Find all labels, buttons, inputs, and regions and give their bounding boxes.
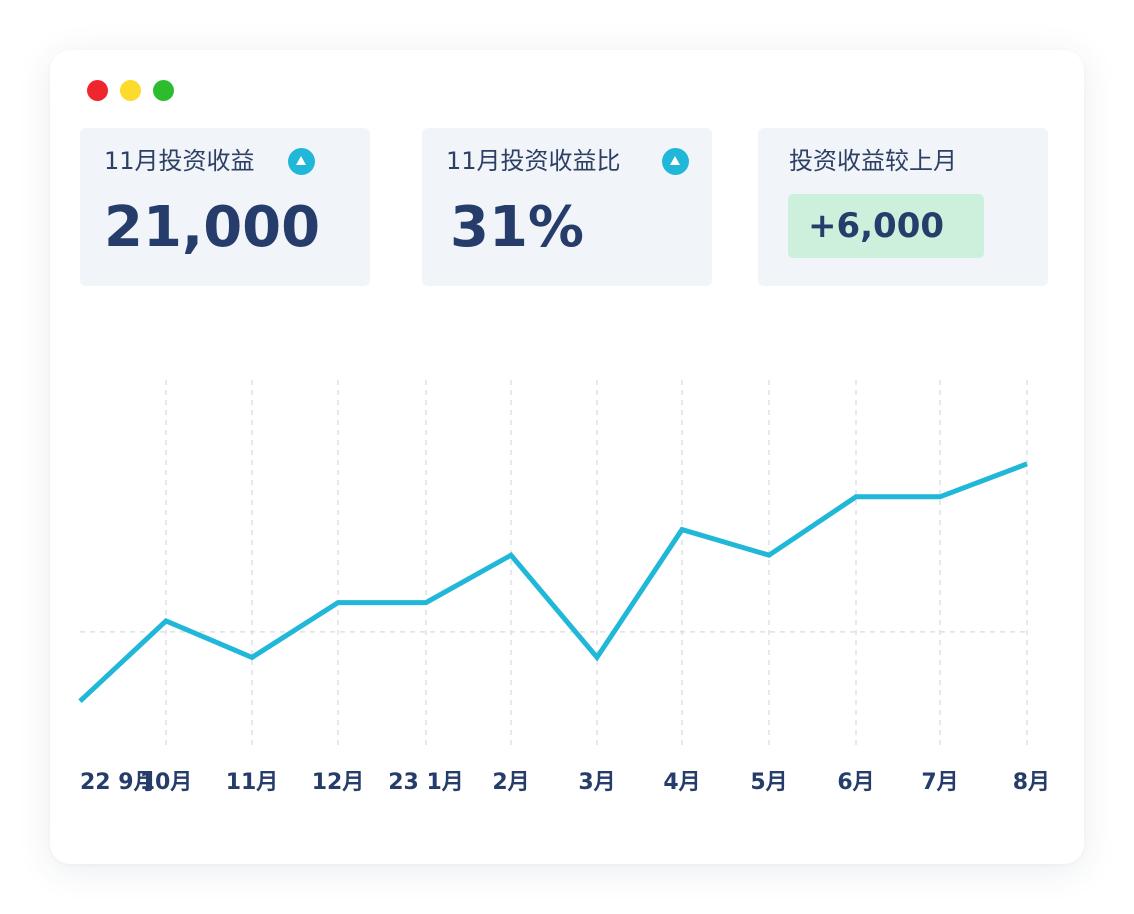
income-ratio-label: 11月投资收益比 — [446, 147, 621, 175]
income-change-badge: +6,000 — [788, 194, 984, 258]
x-tick-label: 2月 — [492, 770, 529, 795]
maximize-button[interactable] — [153, 80, 174, 101]
x-tick-label: 4月 — [663, 770, 700, 795]
data-point — [853, 494, 859, 500]
data-point — [249, 654, 255, 660]
income-ratio-value: 31% — [450, 195, 585, 260]
monthly-income-value: 21,000 — [104, 195, 321, 260]
close-button[interactable] — [87, 80, 108, 101]
x-tick-label: 6月 — [837, 770, 874, 795]
data-point — [508, 552, 514, 558]
data-point — [1024, 461, 1030, 467]
x-tick-label: 10月 — [140, 770, 193, 795]
data-point — [594, 654, 600, 660]
monthly-income-card: 11月投资收益 21,000 — [80, 128, 370, 286]
income-change-label: 投资收益较上月 — [789, 147, 957, 175]
x-tick-label: 3月 — [578, 770, 615, 795]
income-ratio-card: 11月投资收益比 31% — [422, 128, 712, 286]
x-tick-label: 8月 — [1013, 770, 1050, 795]
data-point — [423, 600, 429, 606]
monthly-income-label: 11月投资收益 — [104, 147, 255, 175]
up-triangle-icon — [662, 148, 689, 175]
x-tick-label: 7月 — [921, 770, 958, 795]
series-line — [78, 461, 1028, 704]
income-change-card: 投资收益较上月 +6,000 — [758, 128, 1048, 286]
data-point — [937, 494, 943, 500]
income-change-value: +6,000 — [808, 206, 945, 246]
data-point — [679, 527, 685, 533]
data-point — [163, 618, 169, 624]
x-tick-label: 12月 — [312, 770, 365, 795]
app-window: 11月投资收益 21,000 11月投资收益比 31% 投资收益较上月 +6,0… — [50, 50, 1084, 864]
x-tick-label: 11月 — [226, 770, 279, 795]
minimize-button[interactable] — [120, 80, 141, 101]
x-tick-label: 5月 — [750, 770, 787, 795]
data-point — [766, 552, 772, 558]
up-triangle-icon — [288, 148, 315, 175]
data-point — [77, 698, 83, 704]
data-point — [335, 600, 341, 606]
x-tick-label: 23 1月 — [388, 770, 464, 795]
x-tick-label: 22 9月 — [80, 770, 156, 795]
